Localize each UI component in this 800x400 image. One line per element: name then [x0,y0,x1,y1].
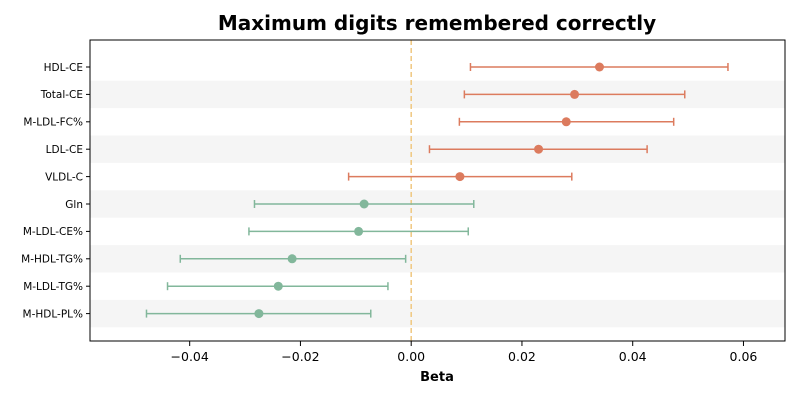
estimate-point [359,199,369,209]
estimate-point [273,281,283,291]
x-tick-label: −0.02 [281,349,319,364]
estimate-row [463,89,686,99]
y-tick-label: M-LDL-CE% [23,226,83,238]
x-tick-label: 0.00 [397,349,425,364]
estimate-point [287,254,297,264]
y-tick-label: HDL-CE [44,62,83,74]
estimate-point [455,172,465,182]
y-tick-label: M-LDL-TG% [23,281,83,293]
estimate-point [561,117,571,127]
y-tick-label: M-HDL-PL% [23,308,83,320]
plot-frame [89,39,786,342]
estimate-row [179,254,407,264]
estimate-row [248,226,469,236]
x-axis-label: Beta [420,370,454,385]
y-tick-label: VLDL-C [45,171,83,183]
x-tick-label: 0.06 [730,349,758,364]
x-tick-label: −0.04 [171,349,209,364]
estimate-point [534,144,544,154]
estimate-row [145,309,372,319]
y-tick-label: M-HDL-TG% [21,254,83,266]
y-tick-label: Gln [65,199,83,211]
estimate-point [594,62,604,72]
estimate-point [254,309,264,319]
y-axis: HDL-CE Total-CE M-LDL-FC% LDL-CE VLDL-C Gln M-… [21,62,90,320]
estimate-row [469,62,729,72]
x-axis: −0.04 −0.02 0.00 0.02 0.04 0.06 [171,341,758,364]
estimate-row [347,172,573,182]
y-tick-label: M-LDL-FC% [23,117,83,129]
estimate-row [428,144,648,154]
y-tick-label: LDL-CE [46,144,83,156]
estimate-point [354,226,364,236]
estimate-point [570,89,580,99]
x-tick-label: 0.02 [508,349,536,364]
chart-title: Maximum digits remembered correctly [218,11,656,35]
estimate-row [166,281,389,291]
x-tick-label: 0.04 [619,349,647,364]
estimate-rows [145,62,729,319]
estimate-row [253,199,475,209]
y-tick-label: Total-CE [40,89,83,101]
estimate-row [458,117,675,127]
